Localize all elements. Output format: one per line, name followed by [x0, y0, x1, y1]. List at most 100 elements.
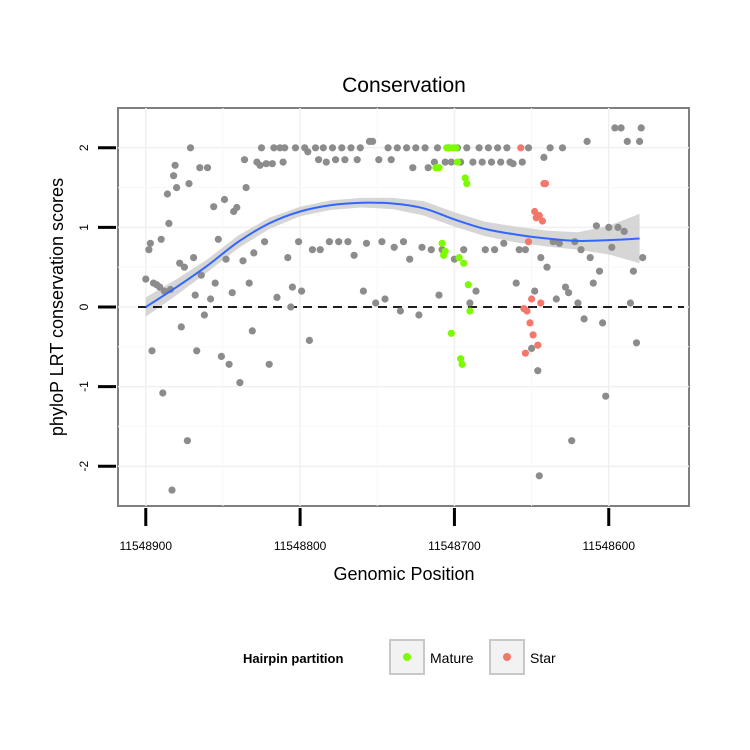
point-other-172	[620, 227, 628, 235]
x-tick-label-0: 11548900	[120, 539, 173, 553]
point-other-76	[328, 144, 337, 152]
point-other-169	[611, 124, 619, 132]
x-axis-title: Genomic Position	[333, 564, 474, 584]
point-other-87	[362, 239, 371, 247]
point-mature-1	[435, 164, 443, 172]
point-other-99	[399, 238, 408, 246]
point-other-61	[287, 303, 295, 311]
point-other-62	[288, 283, 296, 291]
point-other-47	[250, 249, 258, 257]
legend-swatch-mature	[403, 653, 411, 661]
point-other-130	[494, 144, 502, 152]
point-other-45	[245, 279, 253, 287]
point-other-122	[469, 158, 477, 166]
point-other-120	[463, 144, 471, 152]
point-other-46	[248, 327, 256, 335]
point-star-10	[534, 341, 542, 349]
point-other-49	[256, 161, 264, 169]
point-other-155	[568, 437, 576, 445]
point-other-110	[433, 144, 442, 152]
point-mature-7	[447, 329, 455, 337]
point-other-163	[592, 222, 601, 230]
point-other-165	[599, 319, 607, 327]
point-other-137	[515, 246, 523, 254]
point-other-139	[521, 246, 530, 254]
point-other-95	[387, 156, 395, 164]
point-other-68	[305, 336, 313, 344]
point-mature-10	[453, 158, 462, 166]
point-other-115	[447, 158, 455, 166]
legend-item-star: Star	[489, 639, 556, 675]
point-other-97	[393, 144, 401, 152]
point-other-119	[460, 246, 468, 254]
point-star-15	[541, 180, 550, 188]
point-other-13	[168, 486, 176, 494]
point-mature-4	[441, 247, 449, 255]
point-other-90	[372, 299, 380, 307]
point-other-36	[222, 255, 230, 263]
point-other-80	[341, 156, 349, 164]
point-other-41	[236, 379, 244, 387]
point-other-107	[424, 164, 432, 172]
point-mature-14	[460, 259, 468, 267]
point-mature-13	[458, 360, 466, 368]
point-other-73	[319, 144, 327, 152]
point-other-83	[350, 251, 358, 259]
point-other-142	[531, 287, 539, 295]
point-other-103	[412, 144, 420, 152]
point-other-166	[602, 392, 610, 400]
point-other-173	[623, 137, 631, 145]
point-star-6	[528, 295, 536, 303]
point-other-144	[535, 472, 543, 480]
point-other-1	[145, 246, 153, 254]
point-star-7	[529, 331, 537, 339]
point-other-150	[552, 295, 560, 303]
point-other-131	[497, 158, 505, 166]
point-other-104	[415, 311, 423, 319]
point-other-94	[384, 144, 392, 152]
point-other-30	[207, 295, 215, 303]
point-other-33	[214, 235, 222, 243]
point-other-106	[421, 144, 429, 152]
y-axis-title: phyloP LRT conservation scores	[47, 178, 67, 436]
point-other-54	[268, 160, 276, 168]
point-other-60	[284, 254, 292, 262]
point-other-84	[353, 156, 361, 164]
point-other-72	[316, 246, 324, 254]
point-other-18	[177, 323, 185, 331]
point-other-167	[605, 223, 613, 231]
point-other-168	[608, 243, 616, 251]
point-mature-15	[461, 174, 469, 182]
point-star-11	[535, 211, 543, 220]
point-other-50	[257, 144, 266, 152]
point-other-26	[196, 164, 204, 172]
point-other-133	[503, 144, 511, 152]
point-star-12	[537, 299, 545, 307]
point-other-171	[617, 124, 625, 132]
point-star-5	[526, 319, 534, 327]
point-other-10	[163, 190, 171, 198]
y-tick-label-1: -1	[77, 381, 91, 392]
point-other-170	[614, 223, 622, 231]
point-other-77	[332, 156, 340, 164]
legend-label-mature: Mature	[430, 650, 474, 666]
point-other-143	[534, 367, 542, 375]
point-other-135	[509, 160, 517, 168]
point-other-162	[589, 279, 597, 287]
point-other-75	[325, 238, 333, 246]
point-other-129	[491, 246, 499, 254]
series-other-points	[142, 124, 647, 494]
point-other-136	[512, 279, 520, 287]
y-tick-label-2: 0	[77, 303, 91, 310]
point-other-113	[441, 158, 449, 166]
point-other-52	[262, 160, 270, 168]
point-other-96	[390, 243, 398, 251]
point-other-24	[191, 291, 199, 299]
point-other-100	[403, 144, 411, 152]
point-other-27	[197, 271, 205, 279]
point-other-176	[632, 339, 641, 347]
point-other-21	[185, 180, 193, 188]
series-mature-points	[432, 144, 474, 368]
point-other-160	[583, 137, 591, 145]
